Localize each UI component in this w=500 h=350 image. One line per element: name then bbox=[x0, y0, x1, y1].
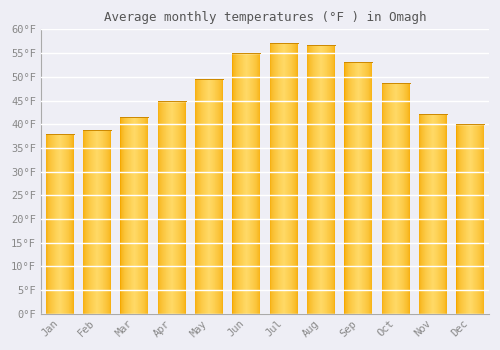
Title: Average monthly temperatures (°F ) in Omagh: Average monthly temperatures (°F ) in Om… bbox=[104, 11, 426, 24]
